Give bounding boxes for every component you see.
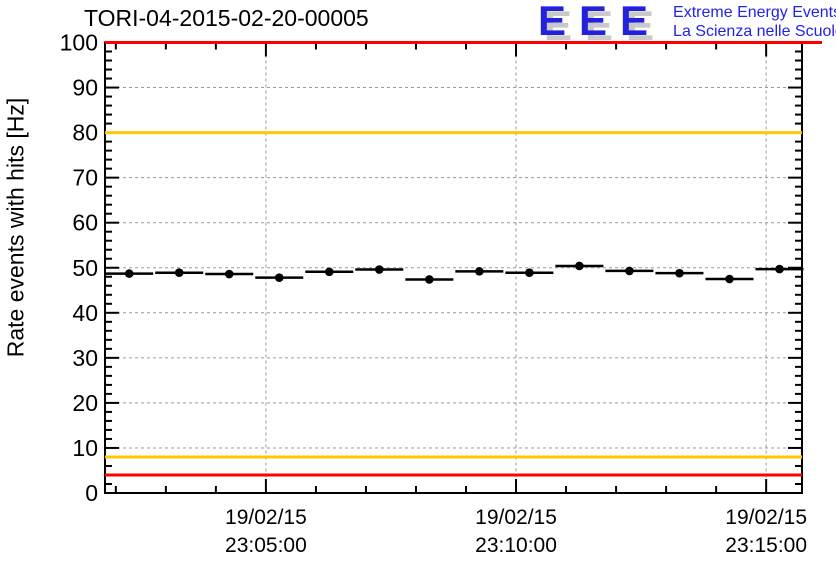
y-tick-label: 0: [85, 480, 98, 506]
chart-title: TORI-04-2015-02-20-00005: [84, 5, 369, 31]
data-point-marker: [425, 275, 434, 284]
y-tick-label: 90: [72, 75, 98, 101]
y-tick-label: 10: [72, 435, 98, 461]
x-tick-label-date: 19/02/15: [475, 506, 557, 529]
data-point-marker: [625, 266, 634, 276]
data-point-marker: [725, 274, 734, 284]
y-tick-label: 40: [72, 300, 98, 326]
data-point-marker: [475, 267, 484, 276]
eee-logo-subtitle-1: Extreme Energy Events: [673, 4, 836, 21]
y-tick-label: 70: [72, 165, 98, 191]
x-tick-label-date: 19/02/15: [225, 506, 307, 529]
data-point-marker: [775, 264, 784, 274]
y-tick-label: 80: [72, 120, 98, 146]
eee-logo-letters: EEE: [538, 0, 662, 44]
data-point-marker: [374, 265, 384, 274]
y-tick-label: 60: [72, 210, 98, 236]
data-point-marker: [124, 269, 134, 278]
data-point-marker: [174, 268, 184, 278]
eee-logo-text: Extreme Energy Events La Scienza nelle S…: [673, 3, 836, 41]
data-point-marker: [575, 261, 584, 271]
y-tick-label: 50: [72, 255, 98, 281]
y-tick-label: 100: [60, 30, 98, 56]
data-point-marker: [525, 268, 534, 278]
eee-logo-subtitle-2: La Scienza nelle Scuole: [673, 23, 836, 40]
y-tick-label: 30: [72, 345, 98, 371]
x-tick-label-time: 23:15:00: [725, 534, 807, 557]
data-point-marker: [224, 269, 234, 279]
x-tick-label-time: 23:10:00: [475, 534, 557, 557]
data-point-marker: [274, 273, 284, 282]
x-tick-label-date: 19/02/15: [725, 506, 807, 529]
x-tick-label-time: 23:05:00: [225, 534, 307, 557]
data-point-marker: [675, 268, 684, 278]
data-point-marker: [324, 267, 334, 277]
eee-logo: EEE Extreme Energy Events La Scienza nel…: [538, 0, 836, 44]
y-tick-label: 20: [72, 390, 98, 416]
